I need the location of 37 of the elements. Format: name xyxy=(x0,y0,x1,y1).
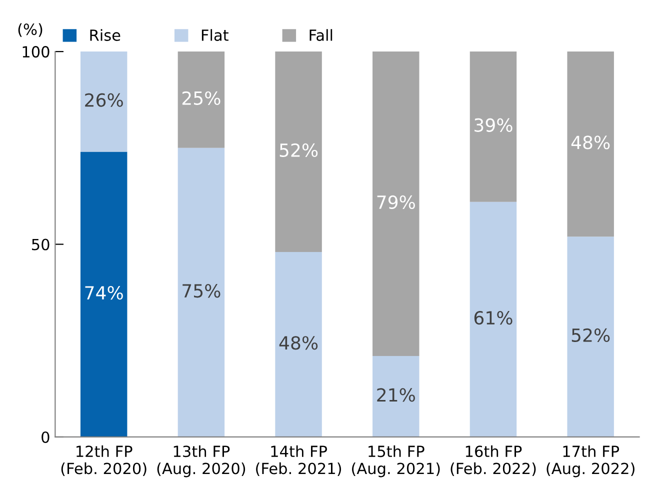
data-label: 74% xyxy=(85,286,123,300)
bar xyxy=(470,52,517,202)
bar xyxy=(80,52,128,152)
data-label: 48% xyxy=(279,336,318,350)
legend-label: Fall xyxy=(310,29,332,41)
x-tick-label: 17th FP (Aug. 2022) xyxy=(546,445,634,478)
x-tick-label: 15th FP (Aug. 2021) xyxy=(352,445,440,478)
bar xyxy=(275,252,322,437)
data-label: 21% xyxy=(377,388,415,402)
data-label: 61% xyxy=(474,311,512,325)
y-axis-title: (%) xyxy=(18,23,42,37)
data-label: 75% xyxy=(182,284,220,298)
data-label: 79% xyxy=(377,195,415,210)
bar xyxy=(178,52,225,148)
y-tick-label: 100 xyxy=(22,46,50,58)
y-tick-label: 0 xyxy=(42,431,50,444)
bar xyxy=(372,52,420,356)
x-tick-label: 13th FP (Aug. 2020) xyxy=(157,445,246,478)
data-label: 26% xyxy=(85,93,123,107)
x-tick-label: 16th FP (Feb. 2022) xyxy=(450,445,536,476)
data-label: 25% xyxy=(182,91,220,105)
bar xyxy=(275,52,322,252)
bar xyxy=(470,202,517,437)
data-label: 52% xyxy=(280,143,318,158)
legend-label: Flat xyxy=(202,29,228,41)
x-tick-label: 14th FP (Feb. 2021) xyxy=(256,445,342,476)
data-label: 39% xyxy=(474,118,512,132)
bar xyxy=(372,356,420,437)
data-label: 48% xyxy=(571,136,610,150)
bar xyxy=(178,148,225,437)
y-tick-label: 50 xyxy=(32,238,50,250)
legend-label: Rise xyxy=(90,29,120,41)
data-label: 52% xyxy=(572,328,610,342)
bar xyxy=(567,236,614,437)
bar xyxy=(80,152,128,437)
x-tick-label: 12th FP (Feb. 2020) xyxy=(61,445,146,476)
bar xyxy=(567,52,614,237)
